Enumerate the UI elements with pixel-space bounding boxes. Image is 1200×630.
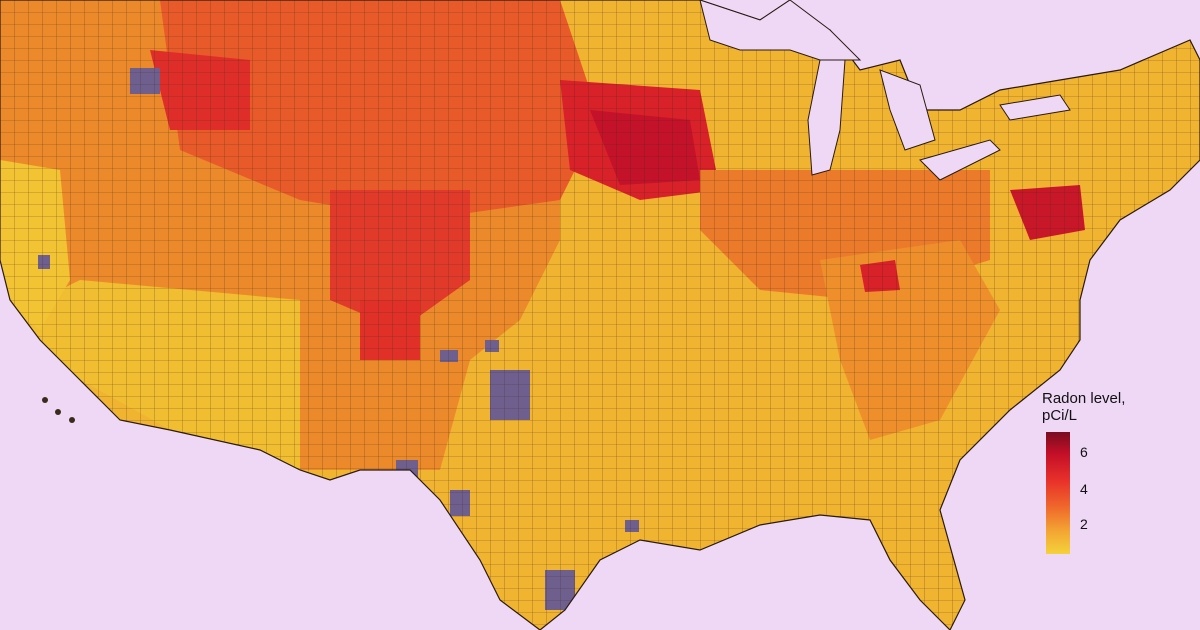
legend-tick-4: 4 (1080, 481, 1088, 497)
legend-tick-2: 2 (1080, 516, 1088, 532)
lake-erie (919, 139, 1001, 181)
channel-island (69, 417, 75, 423)
legend-title-line2: pCi/L (1042, 407, 1078, 424)
lake-ontario (999, 94, 1071, 121)
legend-title-line1: Radon level, (1042, 390, 1126, 407)
lake-huron (879, 69, 936, 151)
lake-michigan (807, 59, 846, 176)
legend-title: Radon level, pCi/L (1042, 390, 1125, 424)
radon-legend: Radon level, pCi/L 6 4 2 (1042, 390, 1152, 560)
legend-color-bar (1046, 432, 1070, 554)
channel-island (42, 397, 48, 403)
channel-island (55, 409, 61, 415)
legend-tick-6: 6 (1080, 444, 1088, 460)
